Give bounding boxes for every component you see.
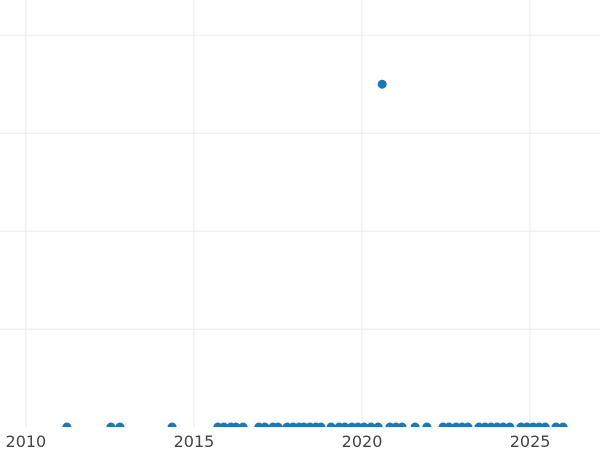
data-point [444,422,454,427]
data-point [373,422,383,427]
data-point [273,422,283,427]
data-point [62,422,72,427]
data-point [505,422,515,427]
data-point [231,422,241,427]
data-point [167,422,177,427]
x-tick-label: 2010 [6,432,47,450]
x-tick-label: 2020 [342,432,383,450]
data-point [397,422,407,427]
data-points [62,79,568,427]
data-point [551,422,561,427]
data-point [498,422,508,427]
data-point [366,422,376,427]
data-point [410,422,420,427]
x-axis-ticks: 2010 2015 2020 2025 [6,432,551,450]
x-tick-label: 2015 [174,432,215,450]
data-point [558,422,568,427]
data-point [115,422,125,427]
data-point [326,422,336,427]
data-point [238,422,248,427]
data-point [316,422,326,427]
data-point [219,422,229,427]
data-point [540,422,550,427]
data-point [340,422,350,427]
data-point [106,422,116,427]
data-point [377,79,387,89]
data-point [422,422,432,427]
data-point [359,422,369,427]
data-point [260,422,270,427]
data-point [463,422,473,427]
gridlines [0,0,600,427]
x-tick-label: 2025 [510,432,551,450]
